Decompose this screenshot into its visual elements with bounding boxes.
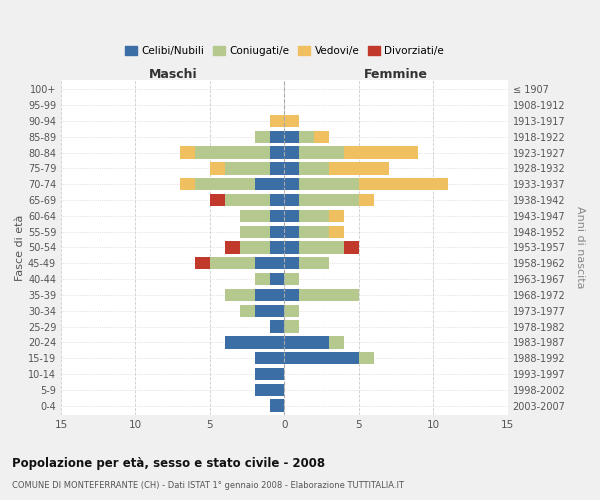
Bar: [284, 320, 299, 332]
Legend: Celibi/Nubili, Coniugati/e, Vedovi/e, Divorziati/e: Celibi/Nubili, Coniugati/e, Vedovi/e, Di…: [121, 42, 448, 60]
Bar: [284, 194, 299, 206]
Bar: [359, 178, 448, 190]
Bar: [254, 178, 284, 190]
Bar: [284, 146, 299, 159]
Bar: [329, 226, 344, 238]
Bar: [299, 130, 314, 143]
Bar: [284, 336, 329, 348]
Bar: [299, 289, 359, 301]
Bar: [195, 178, 254, 190]
Bar: [254, 273, 269, 285]
Bar: [329, 336, 344, 348]
Bar: [299, 242, 344, 254]
Bar: [284, 115, 299, 127]
Bar: [225, 162, 269, 174]
Bar: [299, 194, 359, 206]
Text: COMUNE DI MONTEFERRANTE (CH) - Dati ISTAT 1° gennaio 2008 - Elaborazione TUTTITA: COMUNE DI MONTEFERRANTE (CH) - Dati ISTA…: [12, 481, 404, 490]
Bar: [299, 226, 329, 238]
Bar: [269, 130, 284, 143]
Bar: [344, 242, 359, 254]
Bar: [269, 194, 284, 206]
Bar: [269, 400, 284, 412]
Y-axis label: Anni di nascita: Anni di nascita: [575, 206, 585, 288]
Text: Popolazione per età, sesso e stato civile - 2008: Popolazione per età, sesso e stato civil…: [12, 458, 325, 470]
Bar: [254, 304, 284, 317]
Bar: [225, 194, 269, 206]
Bar: [269, 242, 284, 254]
Bar: [269, 115, 284, 127]
Bar: [284, 226, 299, 238]
Bar: [344, 146, 418, 159]
Bar: [254, 384, 284, 396]
Bar: [254, 289, 284, 301]
Bar: [284, 304, 299, 317]
Bar: [225, 242, 240, 254]
Bar: [254, 368, 284, 380]
Bar: [269, 226, 284, 238]
Bar: [269, 210, 284, 222]
Bar: [180, 146, 195, 159]
Text: Maschi: Maschi: [148, 68, 197, 82]
Bar: [269, 162, 284, 174]
Bar: [329, 162, 389, 174]
Bar: [359, 194, 374, 206]
Bar: [284, 178, 299, 190]
Bar: [269, 273, 284, 285]
Bar: [180, 178, 195, 190]
Bar: [284, 257, 299, 270]
Bar: [329, 210, 344, 222]
Bar: [240, 242, 269, 254]
Bar: [210, 257, 254, 270]
Bar: [254, 352, 284, 364]
Bar: [299, 257, 329, 270]
Text: Femmine: Femmine: [364, 68, 428, 82]
Bar: [210, 194, 225, 206]
Bar: [284, 162, 299, 174]
Bar: [195, 146, 269, 159]
Bar: [225, 336, 284, 348]
Bar: [284, 273, 299, 285]
Bar: [359, 352, 374, 364]
Bar: [269, 320, 284, 332]
Bar: [299, 210, 329, 222]
Bar: [210, 162, 225, 174]
Bar: [225, 289, 254, 301]
Bar: [299, 162, 329, 174]
Bar: [240, 226, 269, 238]
Bar: [284, 289, 299, 301]
Bar: [195, 257, 210, 270]
Bar: [269, 146, 284, 159]
Bar: [240, 210, 269, 222]
Bar: [254, 130, 269, 143]
Bar: [284, 210, 299, 222]
Bar: [284, 242, 299, 254]
Bar: [284, 352, 359, 364]
Bar: [299, 146, 344, 159]
Bar: [284, 130, 299, 143]
Bar: [314, 130, 329, 143]
Bar: [254, 257, 284, 270]
Bar: [299, 178, 359, 190]
Y-axis label: Fasce di età: Fasce di età: [15, 214, 25, 280]
Bar: [240, 304, 254, 317]
